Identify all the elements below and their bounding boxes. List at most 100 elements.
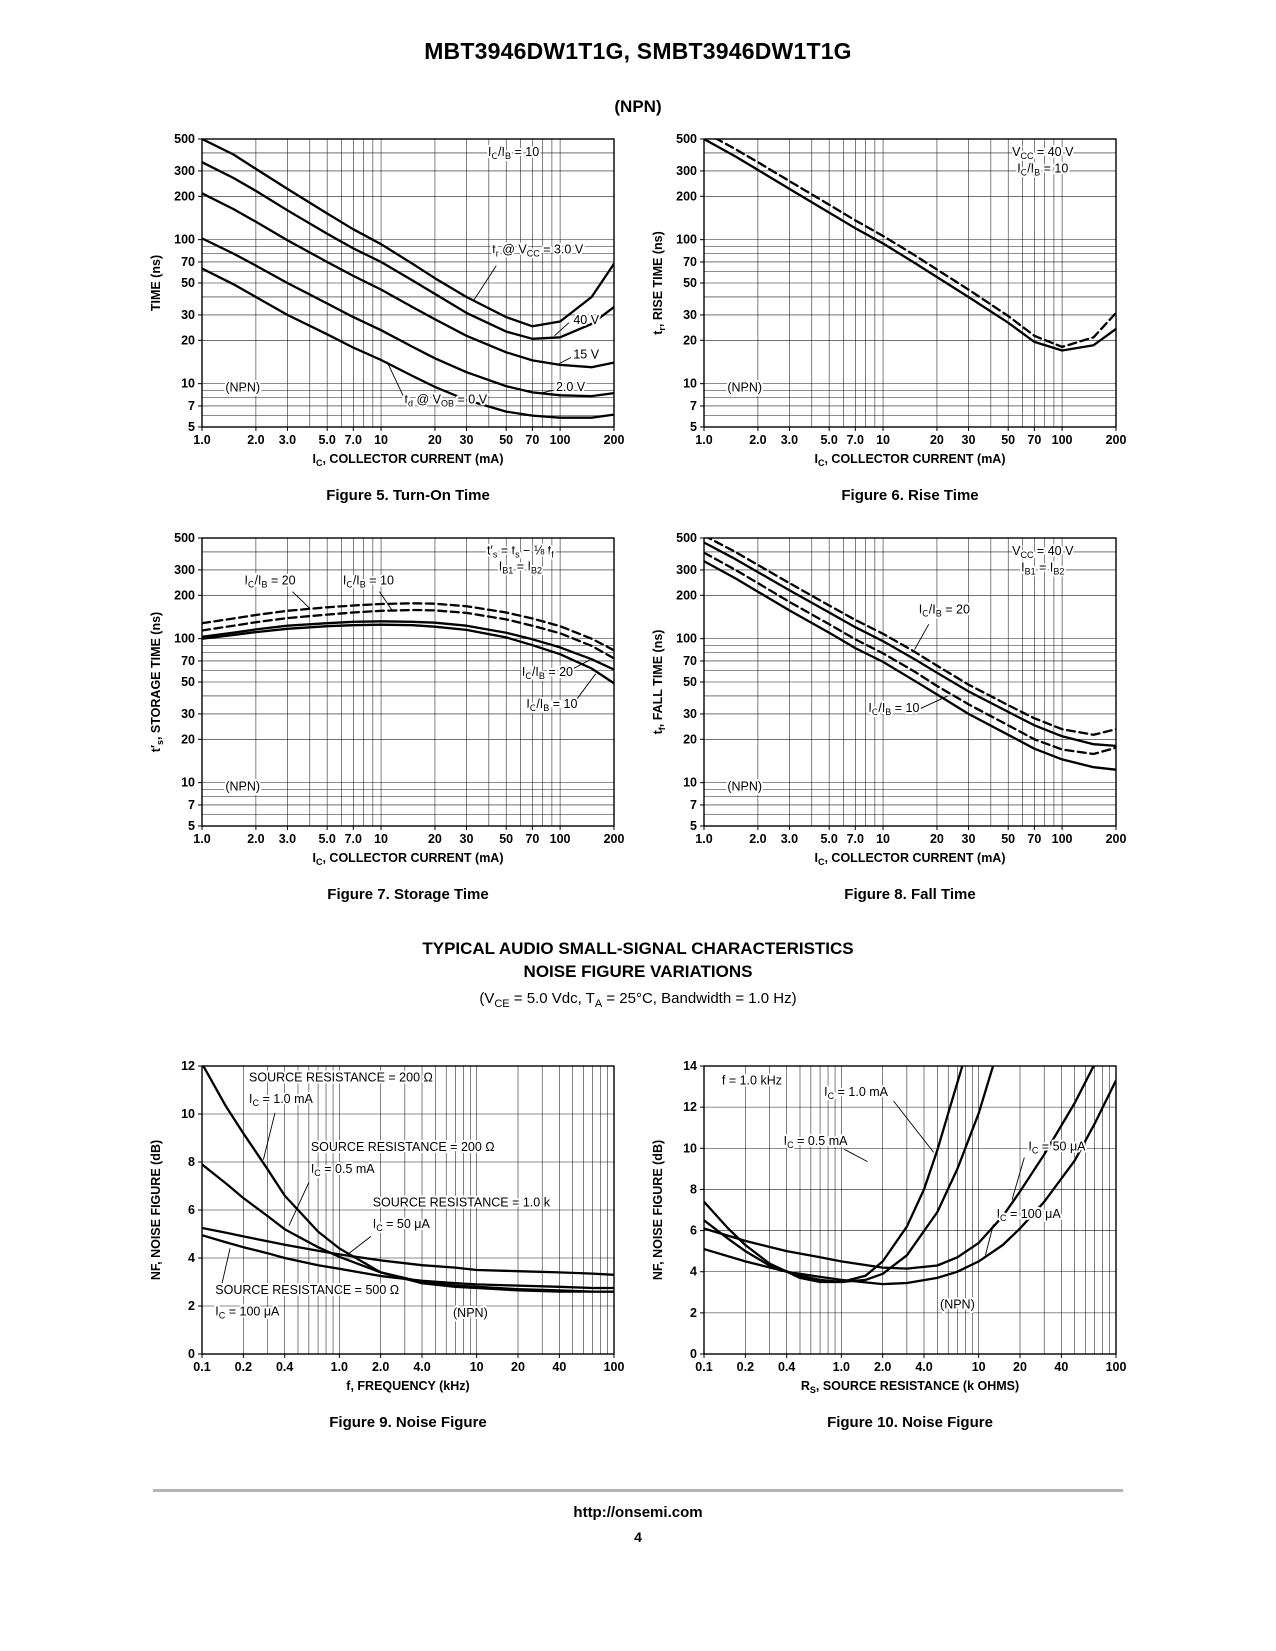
svg-text:70: 70 [683, 654, 697, 668]
svg-text:(NPN): (NPN) [727, 780, 762, 794]
svg-text:IC = 50 μA: IC = 50 μA [1028, 1139, 1086, 1155]
noise-figure-source-resistance-chart: 0.1 0.2 0.4 1.0 2.0 4.0 10 20 40 100 0 2 4 6 8 10 12 14 RS… [651, 1059, 1126, 1395]
svg-text:IC = 0.5 mA: IC = 0.5 mA [311, 1162, 375, 1178]
svg-text:4: 4 [690, 1265, 697, 1279]
svg-text:(NPN): (NPN) [225, 780, 260, 794]
svg-text:200: 200 [604, 433, 625, 447]
svg-text:50: 50 [181, 675, 195, 689]
svg-text:5: 5 [690, 420, 697, 434]
svg-text:300: 300 [174, 164, 195, 178]
svg-text:IC/IB = 10: IC/IB = 10 [1017, 161, 1068, 177]
svg-text:100: 100 [174, 233, 195, 247]
svg-text:(NPN): (NPN) [225, 381, 260, 395]
svg-text:IB1 = IB2: IB1 = IB2 [1021, 560, 1064, 576]
page-number: 4 [634, 1529, 642, 1545]
svg-text:50: 50 [181, 276, 195, 290]
svg-text:1.0: 1.0 [193, 433, 210, 447]
svg-text:70: 70 [181, 654, 195, 668]
svg-text:70: 70 [525, 433, 539, 447]
svg-text:7.0: 7.0 [345, 433, 362, 447]
section-title-line1: TYPICAL AUDIO SMALL-SIGNAL CHARACTERISTI… [422, 939, 854, 958]
svg-text:tr @ VCC = 3.0 V: tr @ VCC = 3.0 V [492, 243, 584, 259]
svg-text:20: 20 [1013, 1360, 1027, 1374]
turn-on-time-chart: 1.0 2.0 3.0 5.0 7.0 10 20 30 50 70 100 200 5 7 10 20 30 5… [149, 132, 625, 468]
svg-text:VCC = 40 V: VCC = 40 V [1012, 544, 1074, 560]
svg-text:2.0: 2.0 [749, 433, 766, 447]
svg-text:15 V: 15 V [573, 347, 599, 361]
svg-text:200: 200 [1106, 832, 1127, 846]
svg-text:SOURCE RESISTANCE = 500 Ω: SOURCE RESISTANCE = 500 Ω [215, 1283, 399, 1297]
svg-text:2: 2 [690, 1306, 697, 1320]
svg-text:5: 5 [690, 819, 697, 833]
svg-text:20: 20 [181, 732, 195, 746]
svg-text:5: 5 [188, 819, 195, 833]
charts-row-1: 1.0 2.0 3.0 5.0 7.0 10 20 30 50 70 100 200 5 7 10 20 30 5… [0, 127, 1276, 504]
svg-text:70: 70 [683, 255, 697, 269]
svg-text:2.0: 2.0 [247, 433, 264, 447]
svg-text:30: 30 [683, 707, 697, 721]
svg-text:0.2: 0.2 [737, 1360, 754, 1374]
footer-url[interactable]: http://onsemi.com [573, 1504, 703, 1521]
svg-text:0: 0 [690, 1347, 697, 1361]
charts-row-2: 1.0 2.0 3.0 5.0 7.0 10 20 30 50 70 100 200 5 7 10 20 30 5… [0, 526, 1276, 903]
svg-text:TIME (ns): TIME (ns) [149, 255, 163, 311]
svg-text:100: 100 [550, 433, 571, 447]
svg-text:IC = 50 μA: IC = 50 μA [373, 1217, 431, 1233]
svg-text:100: 100 [1052, 832, 1073, 846]
svg-text:5.0: 5.0 [820, 832, 837, 846]
svg-text:2.0: 2.0 [749, 832, 766, 846]
figure-9-noise-figure: 0.1 0.2 0.4 1.0 2.0 4.0 10 20 40 100 0 2 4 6 8 10 12 f, F… [144, 1054, 630, 1431]
svg-text:6: 6 [690, 1224, 697, 1238]
svg-text:IC/IB = 10: IC/IB = 10 [343, 573, 394, 589]
svg-text:7.0: 7.0 [847, 433, 864, 447]
svg-text:7: 7 [690, 798, 697, 812]
svg-text:IC/IB = 20: IC/IB = 20 [522, 665, 573, 681]
svg-text:IC/IB = 10: IC/IB = 10 [526, 697, 577, 713]
svg-text:1.0: 1.0 [695, 832, 712, 846]
svg-text:70: 70 [1027, 832, 1041, 846]
svg-text:IC/IB = 10: IC/IB = 10 [868, 701, 919, 717]
svg-text:5.0: 5.0 [820, 433, 837, 447]
svg-text:VCC = 40 V: VCC = 40 V [1012, 145, 1074, 161]
svg-text:8: 8 [690, 1182, 697, 1196]
noise-figure-frequency-chart: 0.1 0.2 0.4 1.0 2.0 4.0 10 20 40 100 0 2 4 6 8 10 12 f, F… [149, 1059, 624, 1393]
svg-text:10: 10 [470, 1360, 484, 1374]
svg-text:2: 2 [188, 1299, 195, 1313]
svg-text:IC/IB = 10: IC/IB = 10 [488, 145, 539, 161]
svg-text:20: 20 [683, 333, 697, 347]
svg-text:5.0: 5.0 [318, 832, 335, 846]
svg-text:7: 7 [188, 798, 195, 812]
svg-text:200: 200 [174, 189, 195, 203]
figure-7-caption: Figure 7. Storage Time [327, 886, 489, 903]
svg-text:IC = 0.5 mA: IC = 0.5 mA [784, 1134, 848, 1150]
svg-text:(NPN): (NPN) [940, 1298, 975, 1312]
svg-text:2.0: 2.0 [372, 1360, 389, 1374]
svg-text:IC, COLLECTOR CURRENT (mA): IC, COLLECTOR CURRENT (mA) [815, 452, 1006, 468]
svg-text:IC/IB = 20: IC/IB = 20 [919, 602, 970, 618]
svg-text:10: 10 [876, 433, 890, 447]
svg-text:50: 50 [499, 832, 513, 846]
svg-text:(NPN): (NPN) [727, 381, 762, 395]
svg-text:30: 30 [181, 707, 195, 721]
svg-text:14: 14 [683, 1059, 697, 1073]
svg-text:100: 100 [1052, 433, 1073, 447]
section-conditions: (VCE = 5.0 Vdc, TA = 25°C, Bandwidth = 1… [479, 990, 797, 1010]
svg-text:7.0: 7.0 [345, 832, 362, 846]
svg-text:td @ VOB = 0 V: td @ VOB = 0 V [405, 392, 488, 408]
svg-text:500: 500 [676, 132, 697, 146]
svg-text:500: 500 [174, 132, 195, 146]
figure-10-caption: Figure 10. Noise Figure [827, 1414, 993, 1431]
svg-text:0.4: 0.4 [276, 1360, 293, 1374]
svg-text:20: 20 [930, 832, 944, 846]
svg-text:50: 50 [683, 675, 697, 689]
svg-text:NF, NOISE FIGURE (dB): NF, NOISE FIGURE (dB) [149, 1140, 163, 1280]
svg-text:2.0 V: 2.0 V [556, 380, 586, 394]
svg-text:t′s = ts − ⅛ tf: t′s = ts − ⅛ tf [487, 543, 554, 559]
svg-text:7.0: 7.0 [847, 832, 864, 846]
svg-text:IC, COLLECTOR CURRENT (mA): IC, COLLECTOR CURRENT (mA) [815, 851, 1006, 867]
svg-text:50: 50 [683, 276, 697, 290]
figure-6-rise-time: 1.0 2.0 3.0 5.0 7.0 10 20 30 50 70 100 200 5 7 10 20 30 5… [646, 127, 1132, 504]
figure-5-caption: Figure 5. Turn-On Time [326, 487, 490, 504]
svg-text:30: 30 [962, 832, 976, 846]
